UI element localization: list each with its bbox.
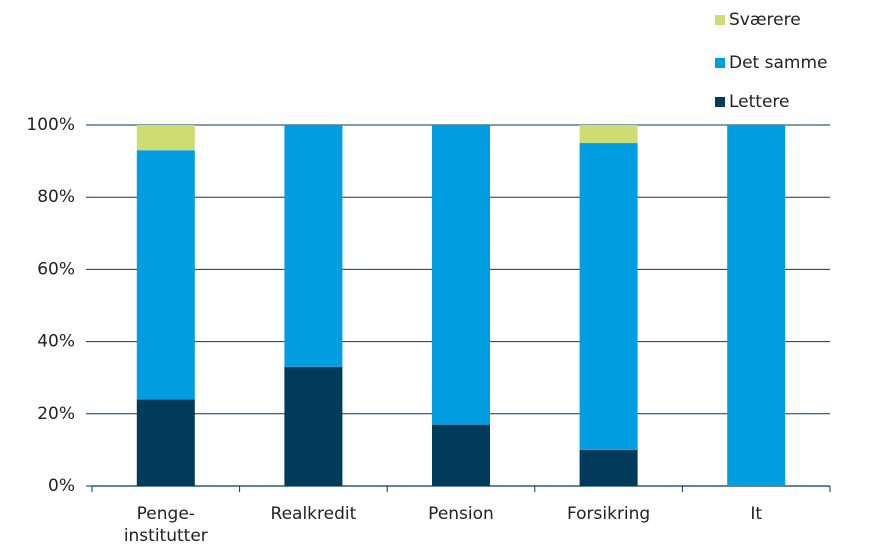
bar-segment xyxy=(579,143,638,450)
legend-swatch xyxy=(715,15,725,25)
legend-swatch xyxy=(715,97,725,107)
y-tick-label: 80% xyxy=(37,187,75,207)
x-tick-label: Forsikring xyxy=(567,504,650,524)
legend-swatch xyxy=(715,58,725,68)
y-tick-label: 0% xyxy=(48,476,75,496)
legend-label: Lettere xyxy=(729,92,790,112)
legend-label: Sværere xyxy=(729,10,801,30)
legend-label: Det samme xyxy=(729,53,827,73)
bar-segment xyxy=(579,125,638,144)
y-tick-label: 100% xyxy=(26,115,75,135)
x-tick-label: It xyxy=(750,504,762,524)
x-tick-label: Realkredit xyxy=(271,504,357,524)
bar-segment xyxy=(284,366,343,486)
y-tick-label: 20% xyxy=(37,404,75,424)
bar-segment xyxy=(579,449,638,486)
x-tick-label: Penge-institutter xyxy=(124,504,208,546)
y-tick-label: 40% xyxy=(37,332,75,352)
bar-segment xyxy=(136,150,195,400)
bar-segment xyxy=(136,125,195,151)
bar-segment xyxy=(432,125,490,425)
x-tick-label: Pension xyxy=(428,504,494,524)
y-tick-label: 60% xyxy=(37,259,75,279)
bar-segment xyxy=(432,424,490,486)
bar-segment xyxy=(284,125,343,367)
bar-segment xyxy=(727,125,786,486)
bar-segment xyxy=(136,399,195,486)
